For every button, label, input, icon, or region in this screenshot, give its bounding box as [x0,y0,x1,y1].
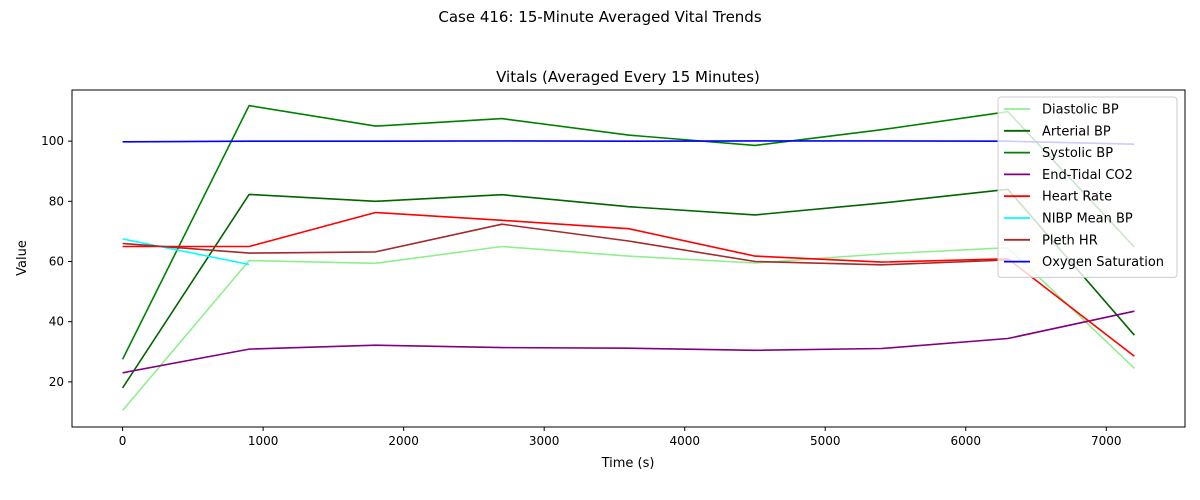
y-tick-label: 20 [49,375,64,389]
series-line-6 [122,223,1008,266]
legend-label: Oxygen Saturation [1042,255,1164,270]
plot-frame [71,89,1186,428]
x-tick-label: 7000 [1091,434,1122,448]
x-tick-label: 1000 [248,434,279,448]
legend-label: NIBP Mean BP [1042,212,1133,227]
legend: Diastolic BP Arterial BP Systolic BP End-Ti… [997,96,1178,278]
series-line-7 [122,140,1135,145]
series-line-5 [122,238,250,266]
series-line-3 [122,310,1135,374]
y-tick-label: 60 [49,255,64,269]
legend-label: Systolic BP [1042,146,1113,161]
chart-title: Vitals (Averaged Every 15 Minutes) [496,68,760,86]
legend-label: Arterial BP [1042,124,1111,139]
x-axis: 0 1000 2000 3000 4000 5000 6000 7000 [119,427,1122,448]
series-line-4 [122,211,1135,357]
legend-label: Pleth HR [1042,233,1098,248]
x-tick-label: 2000 [388,434,419,448]
series-line-2 [121,104,1135,360]
y-tick-label: 80 [49,194,64,208]
x-tick-label: 6000 [950,434,981,448]
y-tick-label: 100 [41,134,64,148]
legend-label: End-Tidal CO2 [1042,168,1133,183]
x-tick-label: 5000 [810,434,841,448]
legend-label: Heart Rate [1042,190,1112,205]
series-line-1 [121,188,1136,389]
x-tick-label: 4000 [669,434,700,448]
y-axis: 20 40 60 80 100 [41,134,72,389]
plot-lines [121,104,1136,412]
legend-label: Diastolic BP [1042,103,1119,118]
y-axis-label: Value [15,240,30,276]
series-line-0 [121,245,1135,412]
x-tick-label: 3000 [529,434,560,448]
legend-box [997,96,1178,278]
figure-suptitle: Case 416: 15-Minute Averaged Vital Trend… [438,8,761,26]
y-tick-label: 40 [49,315,64,329]
x-axis-label: Time (s) [601,456,655,471]
x-tick-label: 0 [119,434,127,448]
